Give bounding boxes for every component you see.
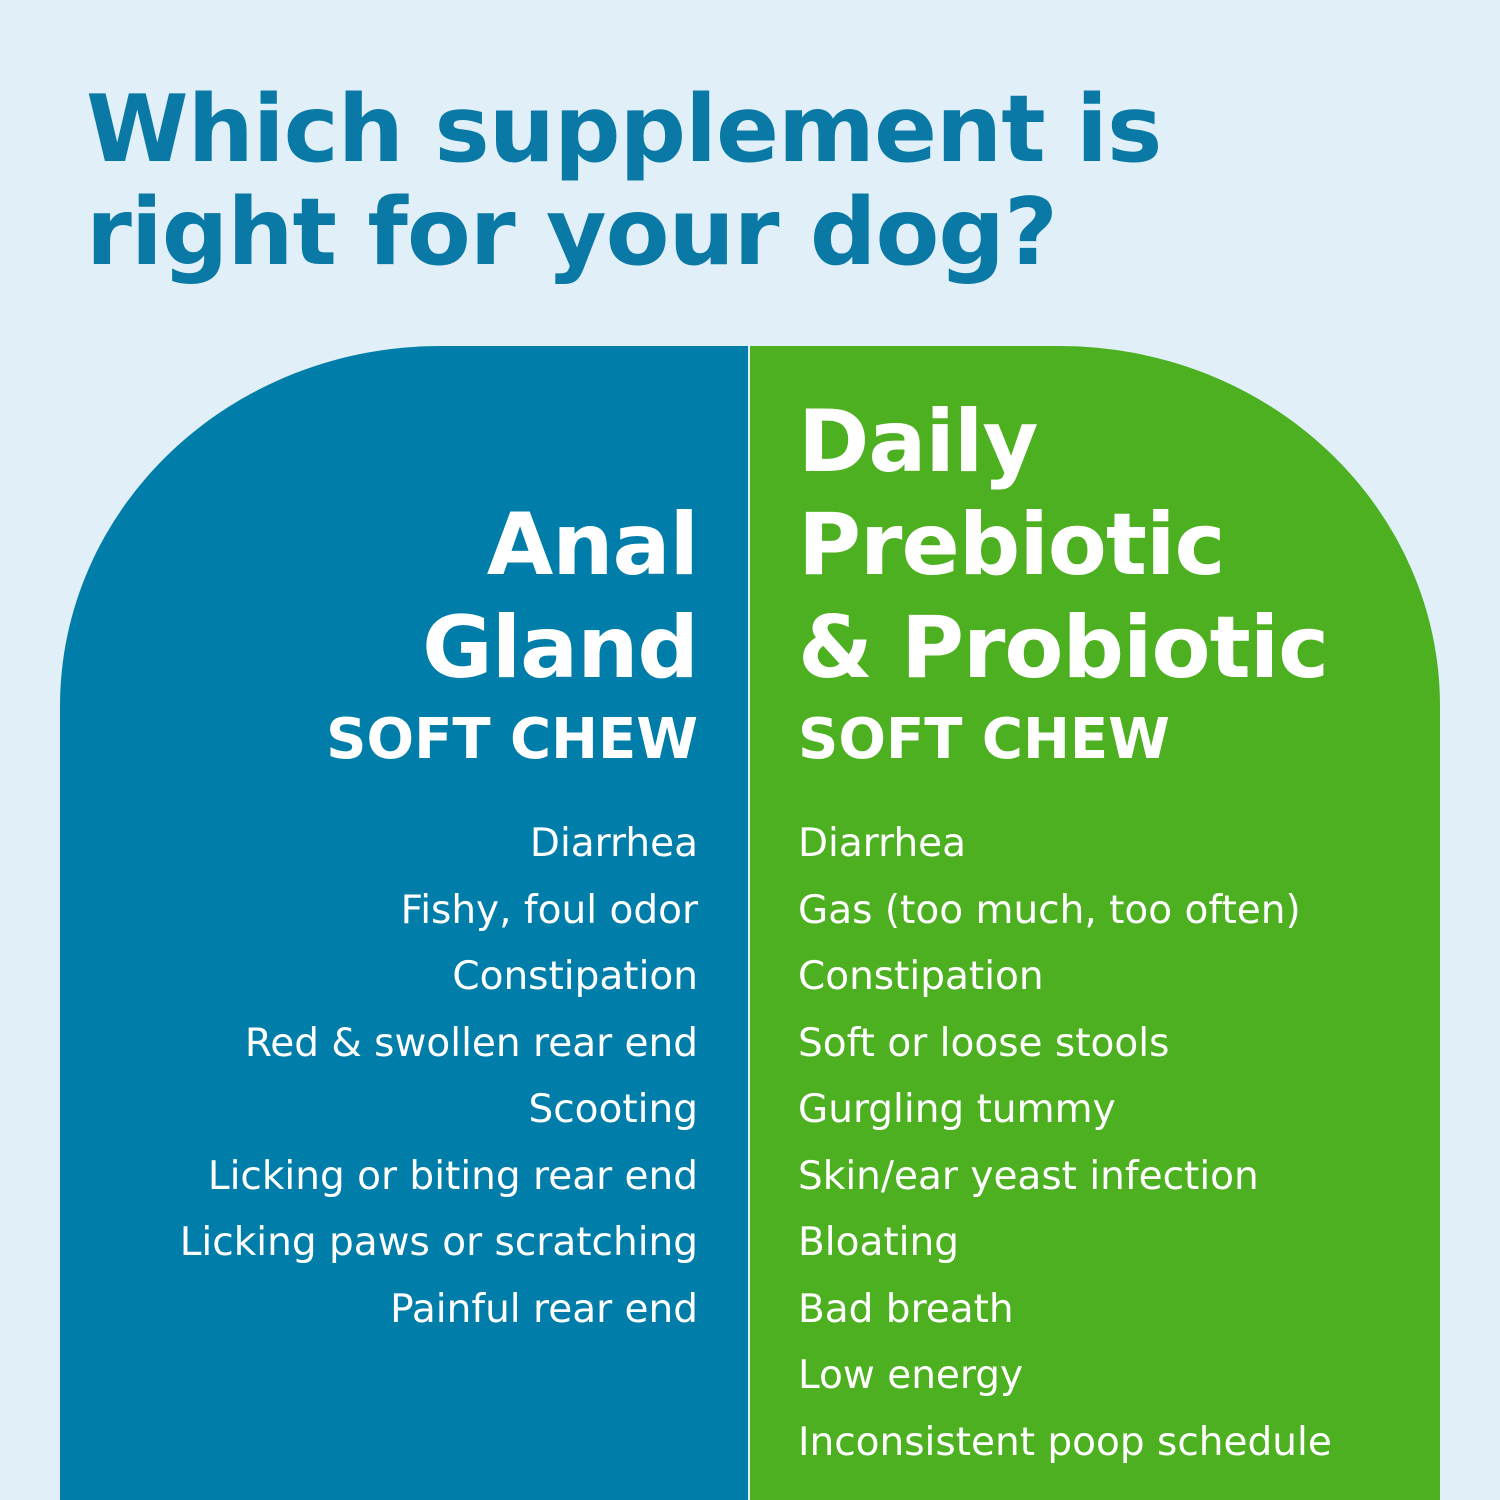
anal-gland-subtitle: SOFT CHEW	[326, 707, 698, 772]
product-name-line: Anal	[486, 495, 699, 595]
symptom-item: Diarrhea	[798, 821, 967, 866]
symptom-item: Bad breath	[798, 1286, 1014, 1332]
symptom-item: Gurgling tummy	[798, 1087, 1116, 1132]
probiotic-product-name: Daily Prebiotic & Probiotic	[798, 391, 1329, 700]
probiotic-panel: Daily Prebiotic & Probiotic SOFT CHEW Di…	[750, 346, 1440, 1500]
symptom-item: Licking paws or scratching	[179, 1220, 698, 1265]
symptom-item: Constipation	[798, 954, 1044, 999]
probiotic-subtitle: SOFT CHEW	[798, 707, 1170, 772]
symptom-item: Low energy	[798, 1353, 1024, 1398]
symptom-item: Constipation	[452, 954, 698, 999]
symptom-item: Diarrhea	[529, 821, 698, 866]
symptom-item: Painful rear end	[390, 1286, 698, 1332]
symptom-item: Fishy, foul odor	[400, 887, 698, 933]
anal-gland-panel: Anal Gland SOFT CHEW Diarrhea Fishy, fou…	[60, 346, 748, 1500]
anal-gland-symptom-list: Diarrhea Fishy, foul odor Constipation R…	[180, 811, 698, 1343]
symptom-item: Soft or loose stools	[798, 1020, 1170, 1066]
product-name-line: Daily	[798, 392, 1038, 492]
title-line-2: right for your dog?	[86, 178, 1058, 286]
product-name-line: Gland	[422, 598, 699, 698]
page-title: Which supplement is right for your dog?	[86, 75, 1162, 286]
symptom-item: Red & swollen rear end	[244, 1020, 698, 1066]
title-line-1: Which supplement is	[86, 75, 1162, 183]
symptom-item: Skin/ear yeast infection	[798, 1153, 1259, 1199]
symptom-item: Licking or biting rear end	[207, 1153, 698, 1199]
symptom-item: Scooting	[528, 1087, 698, 1132]
symptom-item: Inconsistent poop schedule	[798, 1419, 1332, 1465]
symptom-item: Gas (too much, too often)	[798, 887, 1301, 933]
symptom-item: Bloating	[798, 1220, 959, 1265]
probiotic-symptom-list: Diarrhea Gas (too much, too often) Const…	[798, 811, 1332, 1476]
product-name-line: & Probiotic	[798, 598, 1329, 698]
product-name-line: Prebiotic	[798, 495, 1225, 595]
anal-gland-product-name: Anal Gland	[422, 494, 699, 700]
